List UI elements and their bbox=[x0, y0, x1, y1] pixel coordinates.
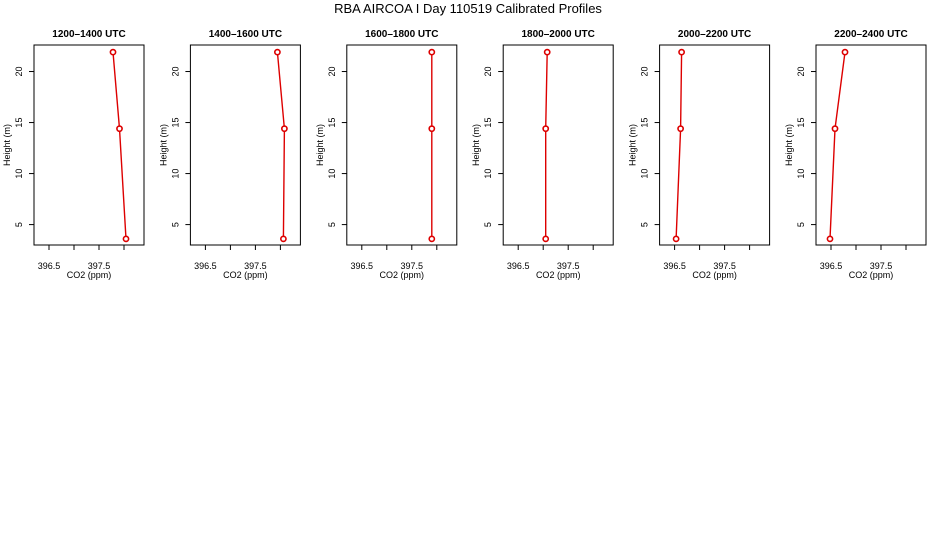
y-tick-label: 20 bbox=[14, 67, 24, 77]
data-point bbox=[428, 235, 436, 243]
y-tick-label: 15 bbox=[640, 118, 650, 128]
y-tick-label: 5 bbox=[796, 222, 806, 227]
x-axis-label: CO2 (ppm) bbox=[692, 270, 737, 280]
profile-line bbox=[545, 52, 548, 239]
y-axis-label: Height (m) bbox=[471, 124, 481, 166]
data-point bbox=[543, 48, 551, 56]
plot-frame bbox=[659, 44, 771, 246]
data-point bbox=[677, 125, 684, 133]
profile-line bbox=[276, 52, 286, 239]
x-axis-label: CO2 (ppm) bbox=[536, 270, 581, 280]
y-tick-label: 20 bbox=[483, 67, 493, 77]
panel-title: 1400–1600 UTC bbox=[209, 29, 282, 40]
data-point bbox=[116, 125, 123, 133]
profile-line bbox=[829, 52, 846, 239]
y-tick-label: 15 bbox=[327, 118, 337, 128]
data-point bbox=[428, 48, 436, 56]
x-tick-label: 396.5 bbox=[351, 261, 374, 271]
y-tick-label: 10 bbox=[327, 169, 337, 179]
y-tick-label: 5 bbox=[14, 222, 24, 227]
data-point bbox=[542, 235, 550, 243]
y-tick-label: 10 bbox=[170, 169, 180, 179]
x-tick-label: 397.5 bbox=[401, 261, 424, 271]
data-point bbox=[841, 48, 849, 56]
y-tick-label: 5 bbox=[170, 222, 180, 227]
y-tick-label: 15 bbox=[170, 118, 180, 128]
panel-title: 1800–2000 UTC bbox=[522, 29, 595, 40]
x-tick-label: 397.5 bbox=[870, 261, 893, 271]
panel-title: 2200–2400 UTC bbox=[834, 29, 907, 40]
data-point bbox=[672, 235, 680, 243]
data-point bbox=[831, 125, 839, 133]
y-tick-label: 20 bbox=[640, 67, 650, 77]
y-axis-label: Height (m) bbox=[315, 124, 325, 166]
panel-title: 1200–1400 UTC bbox=[52, 29, 125, 40]
data-point bbox=[678, 48, 685, 56]
panel-title: 2000–2200 UTC bbox=[678, 29, 751, 40]
y-axis-label: Height (m) bbox=[628, 124, 638, 166]
y-axis-label: Height (m) bbox=[2, 124, 12, 166]
x-axis-label: CO2 (ppm) bbox=[380, 270, 425, 280]
x-axis-label: CO2 (ppm) bbox=[849, 270, 894, 280]
x-axis-label: CO2 (ppm) bbox=[67, 270, 112, 280]
plot-frame bbox=[502, 44, 614, 246]
x-tick-label: 397.5 bbox=[88, 261, 111, 271]
plot-frame bbox=[189, 44, 301, 246]
plot-frame bbox=[33, 44, 145, 246]
y-tick-label: 10 bbox=[640, 169, 650, 179]
x-tick-label: 397.5 bbox=[713, 261, 736, 271]
y-tick-label: 5 bbox=[640, 222, 650, 227]
x-tick-label: 397.5 bbox=[557, 261, 580, 271]
x-tick-label: 396.5 bbox=[663, 261, 686, 271]
panel-title: 1600–1800 UTC bbox=[365, 29, 438, 40]
y-tick-label: 5 bbox=[483, 222, 493, 227]
y-tick-label: 10 bbox=[14, 169, 24, 179]
plot-frame bbox=[815, 44, 927, 246]
x-tick-label: 396.5 bbox=[820, 261, 843, 271]
y-tick-label: 15 bbox=[796, 118, 806, 128]
data-point bbox=[280, 125, 288, 133]
plot-frame bbox=[346, 44, 458, 246]
x-tick-label: 396.5 bbox=[507, 261, 530, 271]
y-tick-label: 15 bbox=[14, 118, 24, 128]
x-tick-label: 396.5 bbox=[194, 261, 217, 271]
data-point bbox=[826, 235, 834, 243]
y-axis-label: Height (m) bbox=[158, 124, 168, 166]
data-point bbox=[273, 48, 281, 56]
y-tick-label: 15 bbox=[483, 118, 493, 128]
profile-panels: 1200–1400 UTC 396.5 397.5 5 10 15 20 CO2 (ppm) H… bbox=[2, 29, 927, 280]
y-axis-label: Height (m) bbox=[784, 124, 794, 166]
profile-line bbox=[112, 52, 127, 239]
data-point bbox=[122, 235, 130, 243]
y-tick-label: 5 bbox=[327, 222, 337, 227]
y-tick-label: 10 bbox=[796, 169, 806, 179]
x-axis-label: CO2 (ppm) bbox=[223, 270, 268, 280]
data-point bbox=[542, 125, 550, 133]
profile-line bbox=[675, 52, 683, 239]
y-tick-label: 20 bbox=[327, 67, 337, 77]
y-tick-label: 20 bbox=[796, 67, 806, 77]
y-tick-label: 20 bbox=[170, 67, 180, 77]
data-point bbox=[279, 235, 287, 243]
data-point bbox=[109, 48, 117, 56]
y-tick-label: 10 bbox=[483, 169, 493, 179]
x-tick-label: 397.5 bbox=[244, 261, 267, 271]
figure-title: RBA AIRCOA I Day 110519 Calibrated Profi… bbox=[334, 1, 602, 16]
x-tick-label: 396.5 bbox=[38, 261, 61, 271]
data-point bbox=[428, 125, 436, 133]
